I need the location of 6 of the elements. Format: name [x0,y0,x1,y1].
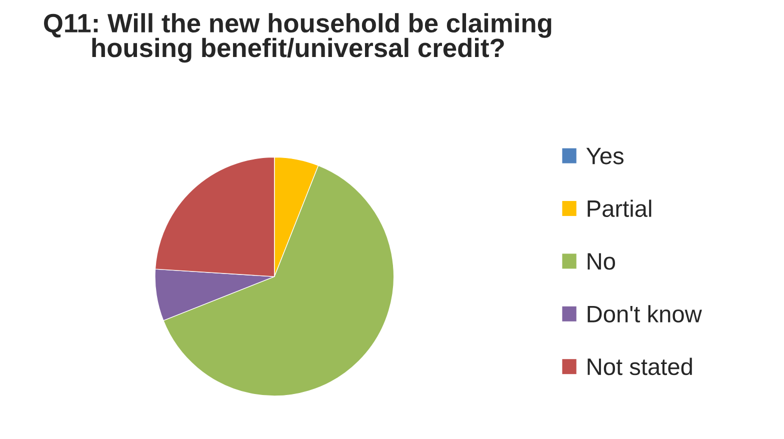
legend-label: No [588,253,616,270]
legend-label: Yes [586,148,624,164]
chart-title: Q11: Will the new household be claiming housing benefit/universal credit? [44,13,552,63]
legend-label: Partial [588,200,652,218]
legend-label: Not stated [588,358,692,376]
legend-label: Don't know [588,305,702,322]
